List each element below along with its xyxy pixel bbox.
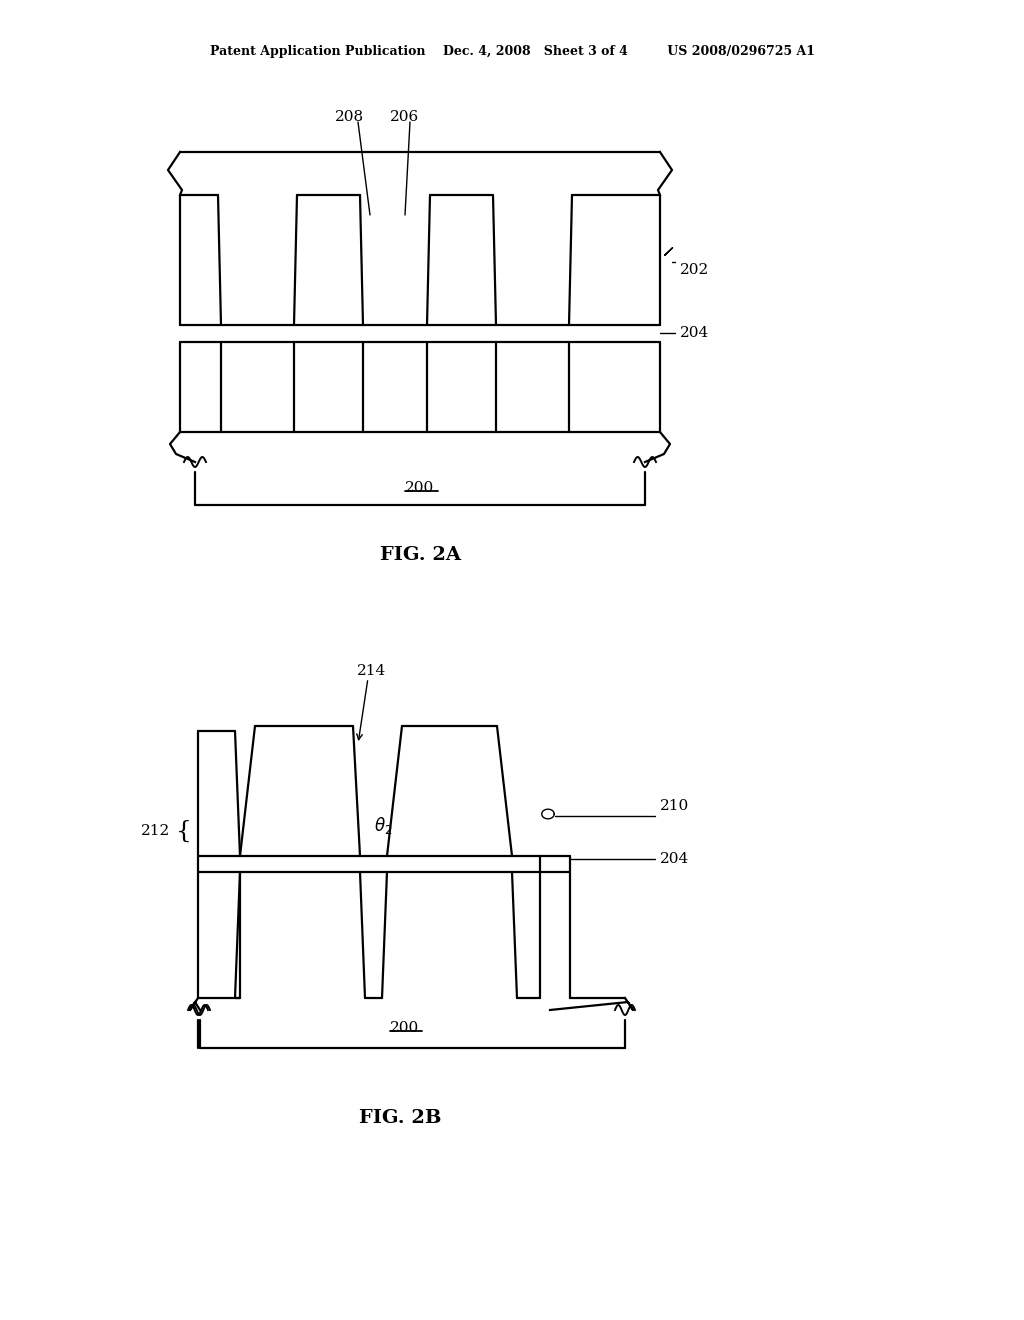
Text: 214: 214: [357, 664, 387, 678]
Text: FIG. 2B: FIG. 2B: [358, 1109, 441, 1127]
Text: $\theta_2$: $\theta_2$: [374, 816, 392, 837]
Text: 204: 204: [680, 326, 710, 341]
Text: FIG. 2A: FIG. 2A: [380, 546, 461, 564]
Text: 206: 206: [390, 110, 420, 124]
Text: 208: 208: [336, 110, 365, 124]
Text: 210: 210: [660, 799, 689, 813]
Text: 200: 200: [390, 1020, 420, 1035]
Text: 202: 202: [680, 263, 710, 277]
Text: 212: 212: [140, 824, 170, 838]
Text: {: {: [176, 820, 191, 842]
Text: 200: 200: [406, 480, 434, 495]
Text: 204: 204: [660, 851, 689, 866]
Text: Patent Application Publication    Dec. 4, 2008   Sheet 3 of 4         US 2008/02: Patent Application Publication Dec. 4, 2…: [210, 45, 814, 58]
